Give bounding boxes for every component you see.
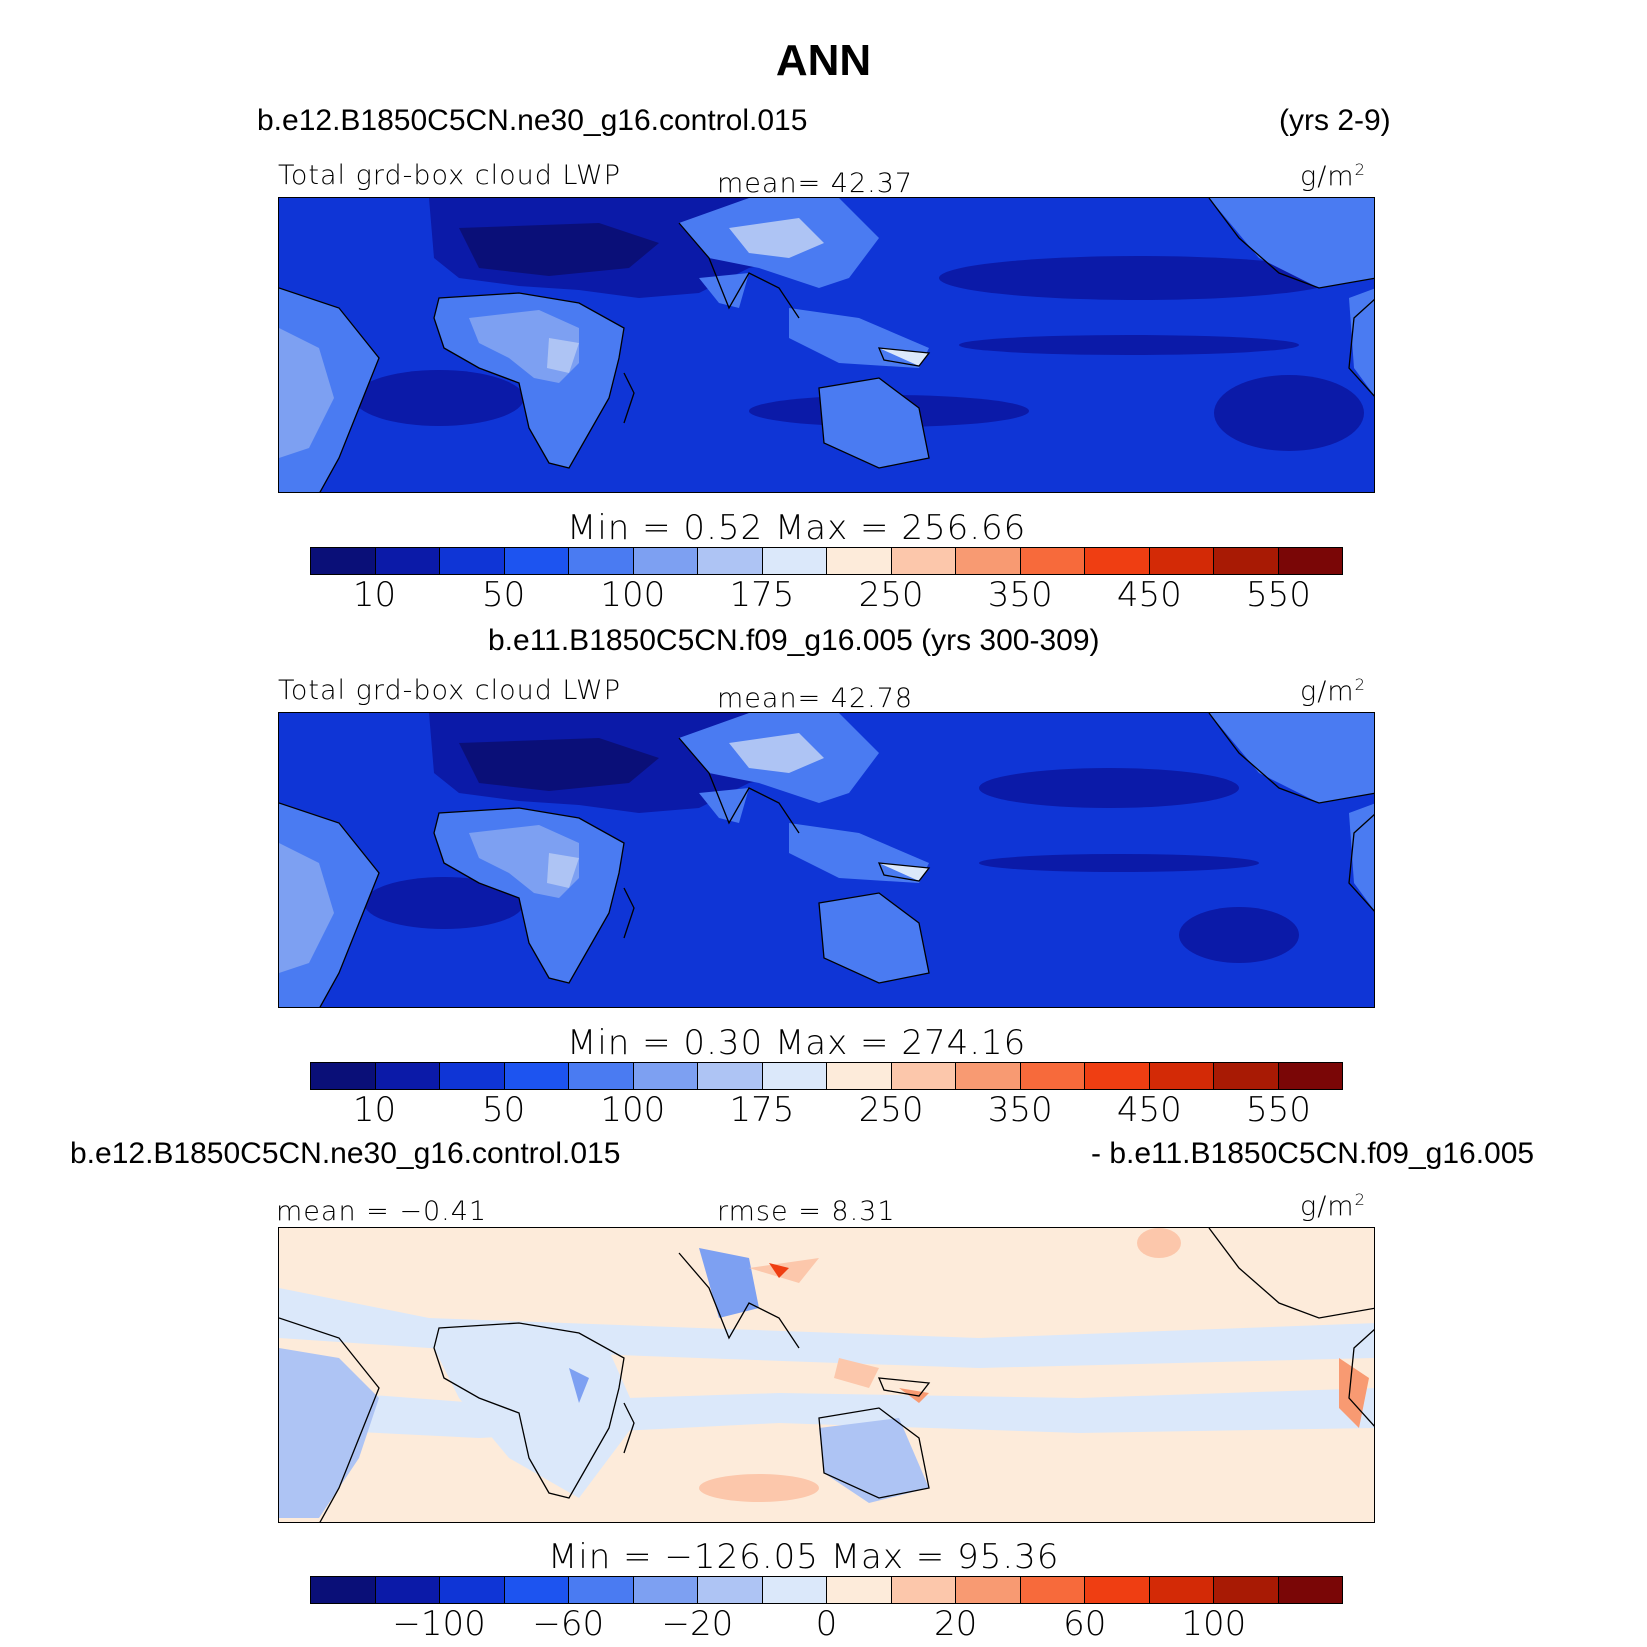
panel3-rmse-label: rmse = 8.31 <box>717 1196 896 1227</box>
colorbar-swatch <box>504 548 569 574</box>
panel2-minmax: Min = 0.30 Max = 274.16 <box>567 1023 1027 1063</box>
panel1-variable-label: Total grd-box cloud LWP <box>278 160 621 191</box>
colorbar-swatch <box>1020 548 1085 574</box>
colorbar-swatch <box>1020 1577 1085 1603</box>
panel3-minmax: Min = −126.05 Max = 95.36 <box>548 1537 1060 1577</box>
colorbar-swatch <box>762 548 827 574</box>
colorbar-swatch <box>633 1577 698 1603</box>
panel3-colorbar <box>310 1576 1343 1604</box>
colorbar-swatch <box>1214 1577 1279 1603</box>
panel3-mean-label: mean = −0.41 <box>276 1196 488 1227</box>
colorbar-tick-label: 50 <box>482 1090 526 1130</box>
colorbar-swatch <box>440 1063 505 1089</box>
colorbar-tick-label: 10 <box>352 575 397 615</box>
colorbar-tick-label: −20 <box>661 1604 734 1644</box>
colorbar-swatch <box>956 548 1021 574</box>
colorbar-swatch <box>633 1063 698 1089</box>
panel3-units: g/m2 <box>1300 1190 1366 1222</box>
colorbar-tick-label: 550 <box>1245 575 1311 615</box>
colorbar-swatch <box>311 548 376 574</box>
colorbar-swatch <box>762 1577 827 1603</box>
colorbar-tick-label: 0 <box>815 1604 838 1644</box>
colorbar-swatch <box>827 1063 892 1089</box>
colorbar-swatch <box>698 548 763 574</box>
panel1-minmax: Min = 0.52 Max = 256.66 <box>567 508 1027 548</box>
panel3-case-left: b.e12.B1850C5CN.ne30_g16.control.015 <box>70 1137 621 1170</box>
colorbar-tick-label: 550 <box>1245 1090 1311 1130</box>
colorbar-swatch <box>762 1063 827 1089</box>
colorbar-swatch <box>827 548 892 574</box>
colorbar-swatch <box>1085 548 1150 574</box>
colorbar-tick-label: 60 <box>1063 1604 1107 1644</box>
colorbar-tick-label: 350 <box>987 575 1053 615</box>
colorbar-swatch <box>1085 1577 1150 1603</box>
colorbar-swatch <box>698 1063 763 1089</box>
panel1-mean-label: mean= 42.37 <box>717 168 914 199</box>
panel2-variable-label: Total grd-box cloud LWP <box>278 675 621 706</box>
colorbar-swatch <box>956 1577 1021 1603</box>
panel3-case-right: - b.e11.B1850C5CN.f09_g16.005 <box>1091 1137 1535 1170</box>
colorbar-swatch <box>1085 1063 1150 1089</box>
colorbar-tick-label: 100 <box>600 575 666 615</box>
colorbar-tick-label: 20 <box>933 1604 978 1644</box>
colorbar-swatch <box>440 548 505 574</box>
colorbar-tick-label: 450 <box>1116 1090 1182 1130</box>
colorbar-swatch <box>891 1577 956 1603</box>
colorbar-tick-label: 450 <box>1116 575 1182 615</box>
panel1-years: (yrs 2-9) <box>1279 104 1391 137</box>
colorbar-tick-label: 350 <box>987 1090 1053 1130</box>
colorbar-tick-label: 50 <box>482 575 526 615</box>
colorbar-swatch <box>698 1577 763 1603</box>
colorbar-swatch <box>1278 548 1342 574</box>
colorbar-swatch <box>375 548 440 574</box>
colorbar-swatch <box>891 1063 956 1089</box>
panel3-map <box>278 1227 1375 1523</box>
colorbar-tick-label: 250 <box>858 575 924 615</box>
panel2-map <box>278 712 1375 1008</box>
colorbar-tick-label: 175 <box>729 1090 795 1130</box>
colorbar-swatch <box>569 548 634 574</box>
panel1-colorbar <box>310 547 1343 575</box>
colorbar-swatch <box>633 548 698 574</box>
colorbar-tick-label: 250 <box>858 1090 924 1130</box>
colorbar-tick-label: −100 <box>392 1604 486 1644</box>
colorbar-swatch <box>569 1063 634 1089</box>
panel1-units: g/m2 <box>1300 160 1366 192</box>
plot-title: ANN <box>775 36 872 85</box>
colorbar-swatch <box>1278 1577 1342 1603</box>
colorbar-swatch <box>504 1063 569 1089</box>
colorbar-swatch <box>311 1063 376 1089</box>
colorbar-swatch <box>891 548 956 574</box>
colorbar-swatch <box>827 1577 892 1603</box>
colorbar-swatch <box>311 1577 376 1603</box>
colorbar-swatch <box>956 1063 1021 1089</box>
panel2-colorbar <box>310 1062 1343 1090</box>
colorbar-swatch <box>440 1577 505 1603</box>
colorbar-swatch <box>375 1577 440 1603</box>
colorbar-swatch <box>1149 1577 1214 1603</box>
colorbar-swatch <box>1214 548 1279 574</box>
colorbar-swatch <box>1278 1063 1342 1089</box>
colorbar-tick-label: 100 <box>600 1090 666 1130</box>
colorbar-swatch <box>569 1577 634 1603</box>
colorbar-swatch <box>1149 1063 1214 1089</box>
panel2-case-name: b.e11.B1850C5CN.f09_g16.005 (yrs 300-309… <box>488 624 1100 657</box>
colorbar-tick-label: −60 <box>532 1604 605 1644</box>
colorbar-swatch <box>375 1063 440 1089</box>
panel1-map <box>278 197 1375 493</box>
panel2-mean-label: mean= 42.78 <box>717 683 914 714</box>
panel1-case-name: b.e12.B1850C5CN.ne30_g16.control.015 <box>257 104 808 137</box>
colorbar-swatch <box>1214 1063 1279 1089</box>
colorbar-tick-label: 100 <box>1181 1604 1247 1644</box>
colorbar-tick-label: 175 <box>729 575 795 615</box>
colorbar-tick-label: 10 <box>352 1090 397 1130</box>
colorbar-swatch <box>1020 1063 1085 1089</box>
colorbar-swatch <box>1149 548 1214 574</box>
panel2-units: g/m2 <box>1300 675 1366 707</box>
colorbar-swatch <box>504 1577 569 1603</box>
